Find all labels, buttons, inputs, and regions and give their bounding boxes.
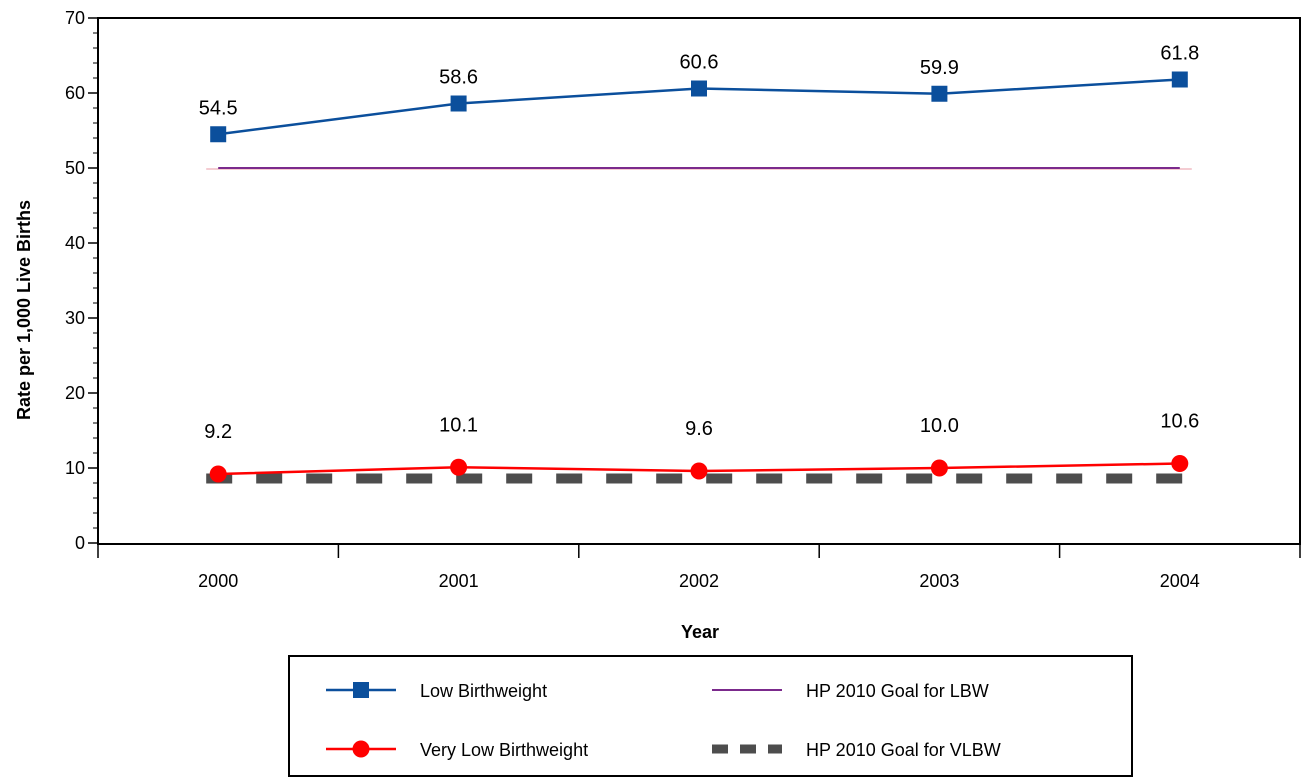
y-tick-label: 10 (65, 458, 85, 478)
low-birthweight-marker (210, 126, 227, 143)
y-tick-label: 50 (65, 158, 85, 178)
y-tick-label: 30 (65, 308, 85, 328)
y-tick-label: 0 (75, 533, 85, 553)
data-label: 59.9 (920, 57, 959, 79)
y-axis-title: Rate per 1,000 Live Births (14, 200, 34, 420)
x-axis: 2000 2001 2002 2003 2004 (97, 543, 1301, 591)
very-low-birthweight-marker (930, 459, 948, 477)
legend-frame (288, 655, 1133, 777)
legend: Low Birthweight HP 2010 Goal for LBW Very … (288, 655, 1133, 777)
x-tick-label: 2001 (439, 571, 479, 591)
data-label: 54.5 (199, 97, 238, 119)
legend-very-low-birthweight-marker (352, 740, 370, 758)
y-tick-label: 60 (65, 83, 85, 103)
legend-very-low-birthweight-label: Very Low Birthweight (420, 740, 588, 760)
x-axis-title: Year (681, 622, 719, 642)
y-tick-label: 20 (65, 383, 85, 403)
very-low-birthweight-marker (209, 465, 227, 483)
low-birthweight-marker (1171, 71, 1188, 88)
y-tick-label: 40 (65, 233, 85, 253)
y-axis: 0 10 20 30 40 50 60 70 (65, 8, 98, 553)
data-label: 58.6 (439, 67, 478, 89)
data-label: 60.6 (680, 52, 719, 74)
very-low-birthweight-marker (1171, 455, 1189, 472)
low-birthweight-marker (691, 80, 707, 97)
series-layer (206, 71, 1192, 484)
data-labels: 54.5 58.6 60.6 59.9 61.8 9.2 10.1 9.6 10.0 10.6 (199, 43, 1200, 444)
data-label: 9.6 (685, 418, 713, 440)
data-label: 9.2 (204, 421, 232, 443)
low-birthweight-marker (931, 85, 948, 102)
plot-frame (97, 17, 1301, 545)
data-label: 10.6 (1160, 411, 1199, 433)
data-label: 61.8 (1160, 43, 1199, 65)
legend-low-birthweight-label: Low Birthweight (420, 681, 547, 701)
very-low-birthweight-marker (690, 462, 708, 480)
y-tick-label: 70 (65, 8, 85, 28)
legend-hp-goal-vlbw-label: HP 2010 Goal for VLBW (806, 740, 1001, 760)
x-tick-label: 2000 (198, 571, 238, 591)
x-tick-label: 2004 (1160, 571, 1200, 591)
very-low-birthweight-marker (450, 458, 468, 476)
x-tick-label: 2003 (919, 571, 959, 591)
legend-low-birthweight-marker (353, 682, 369, 698)
x-tick-label: 2002 (679, 571, 719, 591)
data-label: 10.1 (439, 414, 478, 436)
legend-hp-goal-lbw-label: HP 2010 Goal for LBW (806, 681, 989, 701)
data-label: 10.0 (920, 415, 959, 437)
low-birthweight-marker (450, 95, 467, 112)
